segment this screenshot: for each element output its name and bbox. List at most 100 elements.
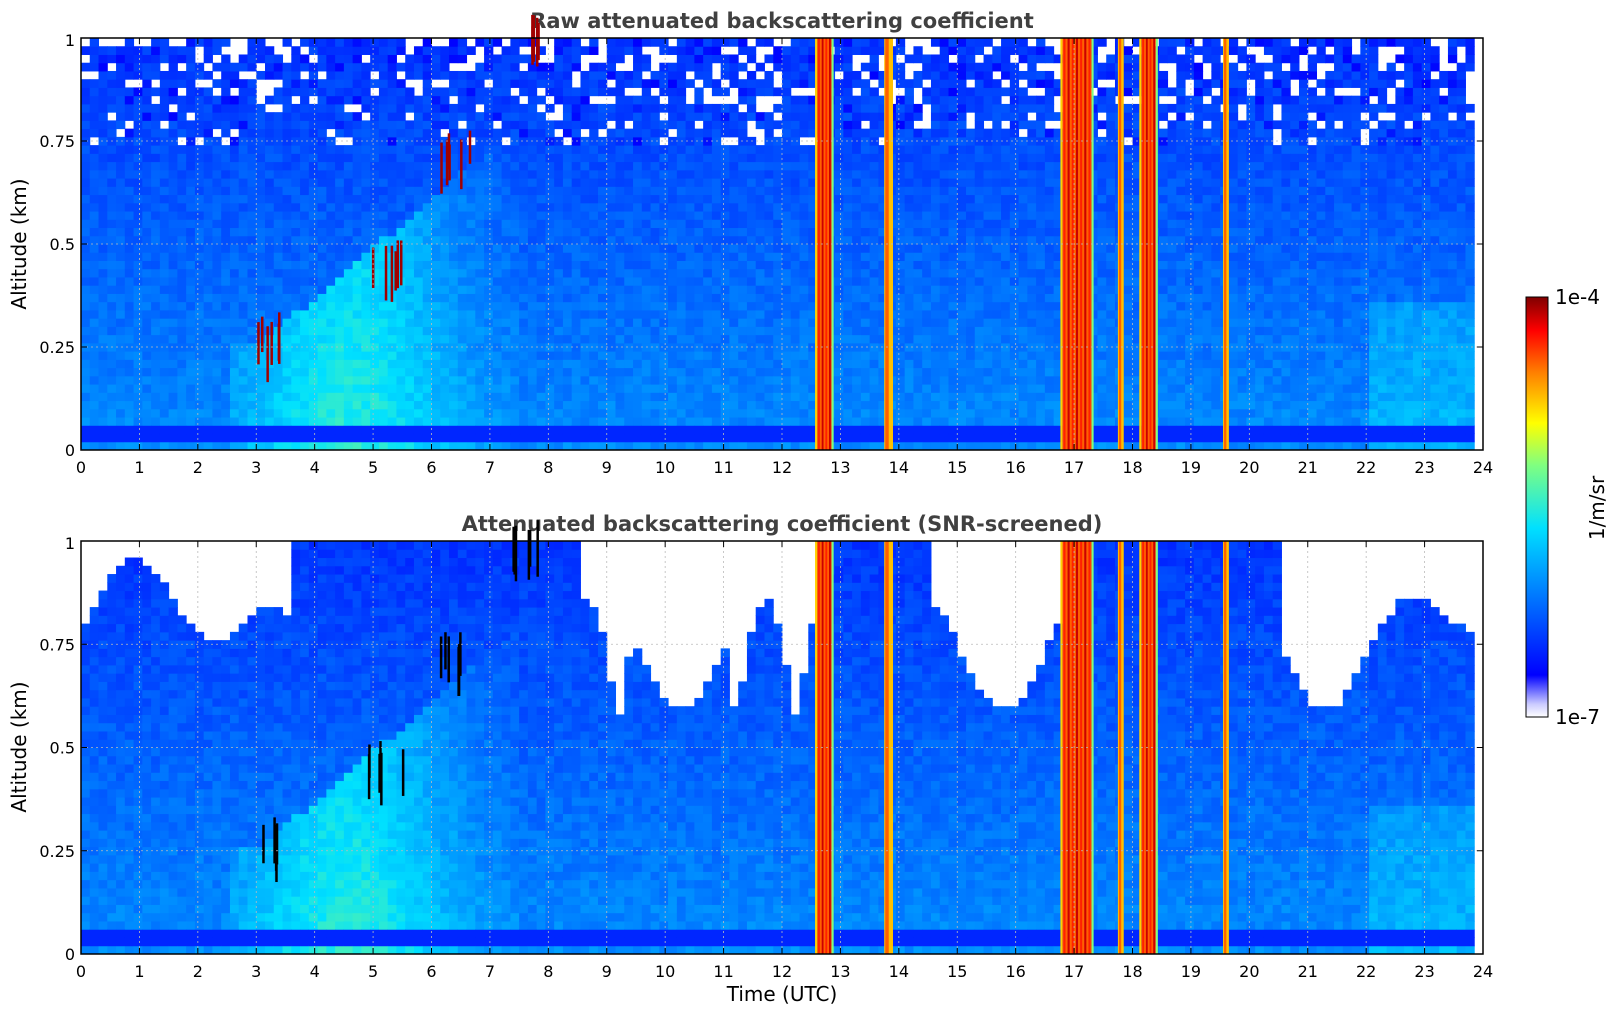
heatmap-cell [659,186,669,196]
heatmap-cell [729,70,739,80]
heatmap-cell [273,120,284,130]
heatmap-cell [983,301,993,311]
heatmap-cell [633,120,643,130]
heatmap-cell [852,244,862,253]
heatmap-cell [431,334,441,344]
heatmap-cell [729,186,739,196]
heatmap-cell [413,244,424,253]
heatmap-cell [519,169,529,179]
heatmap-cell [711,392,722,402]
heatmap-cell [711,384,722,393]
heatmap-cell [361,79,371,88]
heatmap-cell [650,169,660,179]
heatmap-cell [501,326,511,336]
heatmap-cell [589,219,599,229]
heatmap-cell [370,219,380,229]
heatmap-cell [904,145,914,154]
heatmap-cell [729,417,739,426]
heatmap-cell [650,128,660,138]
heatmap-cell [124,112,135,121]
heatmap-cell [142,194,152,204]
heatmap-cell [860,62,871,72]
heatmap-cell [510,309,520,319]
heatmap-cell [501,392,511,402]
heatmap-cell [396,359,406,369]
heatmap-cell [212,433,222,443]
heatmap-cell [782,252,792,261]
heatmap-cell [703,276,713,286]
heatmap-cell [869,202,879,212]
heatmap-cell [527,62,538,72]
heatmap-cell [168,161,178,171]
heatmap-cell [659,211,669,220]
heatmap-cell [799,62,809,72]
heatmap-cell [527,87,538,97]
heatmap-cell [633,219,643,229]
heatmap-cell [606,268,617,278]
heatmap-cell [492,186,503,196]
heatmap-cell [983,384,993,393]
heatmap-cell [685,235,695,245]
heatmap-cell [694,235,704,245]
heatmap-cell [291,260,301,270]
heatmap-cell [422,62,432,72]
heatmap-cell [580,334,590,344]
heatmap-cell [764,293,774,303]
heatmap-cell [930,260,941,270]
heatmap-cell [597,186,608,196]
heatmap-cell [895,392,906,402]
heatmap-cell [492,318,503,327]
heatmap-cell [694,54,704,64]
heatmap-cell [107,153,117,163]
heatmap-cell [869,211,879,220]
heatmap-cell [545,87,555,97]
heatmap-cell [116,351,126,360]
heatmap-cell [589,309,599,319]
heatmap-cell [746,318,757,327]
heatmap-cell [186,301,196,311]
heatmap-cell [256,408,266,418]
heatmap-cell [808,318,818,327]
heatmap-cell [633,417,643,426]
heatmap-cell [676,79,687,88]
heatmap-cell [589,408,599,418]
heatmap-cell [343,153,354,163]
heatmap-cell [633,202,643,212]
heatmap-cell [107,46,117,55]
heatmap-cell [597,441,608,451]
heatmap-cell [466,375,476,385]
heatmap-cell [81,169,91,179]
heatmap-cell [624,367,634,377]
heatmap-cell [922,161,932,171]
heatmap-cell [641,38,652,47]
heatmap-cell [203,120,213,130]
heatmap-cell [116,408,126,418]
heatmap-cell [633,375,643,385]
heatmap-cell [501,408,511,418]
heatmap-cell [501,70,511,80]
heatmap-cell [808,178,818,187]
heatmap-cell [913,384,923,393]
heatmap-cell [878,227,888,237]
heatmap-cell [650,351,660,360]
heatmap-cell [720,145,730,154]
heatmap-cell [326,351,336,360]
heatmap-cell [256,244,266,253]
heatmap-cell [422,301,432,311]
heatmap-cell [273,285,284,294]
heatmap-cell [615,79,625,88]
heatmap-cell [431,301,441,311]
heatmap-cell [335,342,345,352]
heatmap-cell [571,301,581,311]
heatmap-cell [597,70,608,80]
heatmap-cell [843,186,853,196]
heatmap-cell [475,202,485,212]
heatmap-cell [545,219,555,229]
heatmap-cell [484,95,494,105]
heatmap-cell [229,169,240,179]
heatmap-cell [107,95,117,105]
heatmap-cell [966,244,976,253]
heatmap-cell [545,153,555,163]
heatmap-cell [142,227,152,237]
heatmap-cell [808,62,818,72]
